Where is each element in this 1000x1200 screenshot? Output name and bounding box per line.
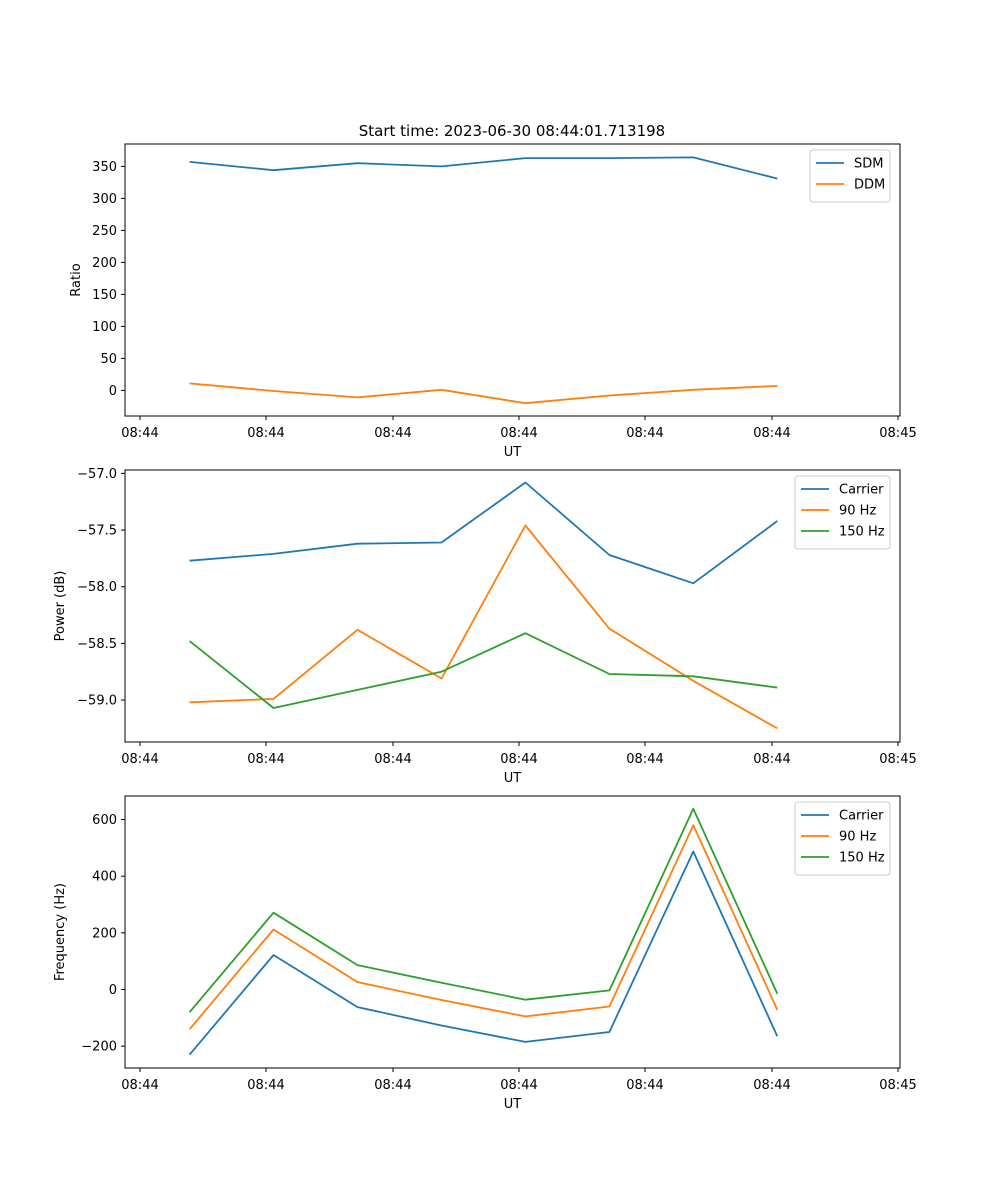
power-panel: 08:44 08:44 08:44 08:44 08:44 08:44 08:45 UT −59… bbox=[53, 467, 917, 786]
y-tick-label: 0 bbox=[109, 384, 117, 399]
y-tick-label: 200 bbox=[92, 926, 117, 941]
legend-label: SDM bbox=[854, 157, 883, 172]
x-tick-label: 08:44 bbox=[753, 752, 790, 767]
x-tick-label: 08:45 bbox=[879, 1078, 916, 1093]
y-tick-label: 100 bbox=[92, 320, 117, 335]
legend: SDM DDM bbox=[809, 149, 891, 203]
legend: Carrier 90 Hz 150 Hz bbox=[794, 801, 891, 876]
y-tick-label: 150 bbox=[92, 288, 117, 303]
series-line-150-hz bbox=[189, 632, 778, 709]
x-tick-label: 08:44 bbox=[626, 1078, 663, 1093]
y-axis-label: Frequency (Hz) bbox=[53, 883, 68, 981]
y-tick-label: −57.5 bbox=[77, 524, 117, 539]
x-tick-label: 08:44 bbox=[121, 1078, 158, 1093]
x-tick-label: 08:44 bbox=[121, 752, 158, 767]
series-line-ddm bbox=[189, 382, 778, 405]
y-tick-label: −57.0 bbox=[77, 467, 117, 482]
y-tick-label: −58.0 bbox=[77, 580, 117, 595]
y-tick-label: 350 bbox=[92, 160, 117, 175]
x-axis-label: UT bbox=[504, 445, 522, 460]
y-axis-label: Ratio bbox=[69, 263, 84, 296]
series-line-150-hz bbox=[188, 807, 779, 1013]
series-line-carrier bbox=[188, 850, 779, 1056]
x-axis-label: UT bbox=[504, 1097, 522, 1112]
axes-frame bbox=[124, 795, 901, 1069]
x-tick-label: 08:44 bbox=[753, 1078, 790, 1093]
x-tick-label: 08:44 bbox=[500, 426, 537, 441]
series-line-carrier bbox=[189, 481, 778, 585]
x-tick-label: 08:44 bbox=[247, 1078, 284, 1093]
legend: Carrier 90 Hz 150 Hz bbox=[794, 475, 891, 550]
x-axis-label: UT bbox=[504, 771, 522, 786]
x-tick-label: 08:44 bbox=[626, 752, 663, 767]
axes-frame bbox=[124, 143, 901, 417]
y-tick-label: 250 bbox=[92, 224, 117, 239]
x-tick-label: 08:45 bbox=[879, 752, 916, 767]
x-tick-label: 08:44 bbox=[374, 1078, 411, 1093]
legend-label: 90 Hz bbox=[839, 504, 876, 519]
y-tick-label: 200 bbox=[92, 256, 117, 271]
y-axis-label: Power (dB) bbox=[53, 571, 68, 642]
x-tick-label: 08:44 bbox=[753, 426, 790, 441]
legend-label: 150 Hz bbox=[839, 525, 885, 540]
legend-label: Carrier bbox=[839, 809, 884, 824]
legend-label: 150 Hz bbox=[839, 851, 885, 866]
series-line-90-hz bbox=[189, 524, 778, 730]
legend-label: Carrier bbox=[839, 483, 884, 498]
x-tick-label: 08:44 bbox=[626, 426, 663, 441]
x-tick-label: 08:44 bbox=[500, 752, 537, 767]
y-tick-label: 300 bbox=[92, 192, 117, 207]
figure-title: Start time: 2023-06-30 08:44:01.713198 bbox=[359, 122, 665, 140]
y-tick-label: 600 bbox=[92, 813, 117, 828]
y-tick-label: 50 bbox=[100, 352, 117, 367]
x-tick-label: 08:44 bbox=[121, 426, 158, 441]
y-tick-label: 400 bbox=[92, 870, 117, 885]
legend-label: 90 Hz bbox=[839, 830, 876, 845]
ratio-panel: 08:44 08:44 08:44 08:44 08:44 08:44 08:45 UT 0 50… bbox=[69, 143, 917, 460]
x-tick-label: 08:44 bbox=[247, 752, 284, 767]
x-tick-label: 08:44 bbox=[500, 1078, 537, 1093]
series-line-sdm bbox=[189, 156, 778, 180]
frequency-panel: 08:44 08:44 08:44 08:44 08:44 08:44 08:45 UT −20… bbox=[53, 795, 917, 1112]
y-tick-label: −200 bbox=[81, 1040, 117, 1055]
series-line-90-hz bbox=[188, 824, 779, 1030]
axes-frame bbox=[124, 469, 901, 743]
y-tick-label: 0 bbox=[109, 983, 117, 998]
y-tick-label: −59.0 bbox=[77, 694, 117, 709]
x-tick-label: 08:44 bbox=[374, 752, 411, 767]
legend-label: DDM bbox=[854, 178, 885, 193]
x-tick-label: 08:45 bbox=[879, 426, 916, 441]
x-tick-label: 08:44 bbox=[374, 426, 411, 441]
x-tick-label: 08:44 bbox=[247, 426, 284, 441]
y-tick-label: −58.5 bbox=[77, 637, 117, 652]
